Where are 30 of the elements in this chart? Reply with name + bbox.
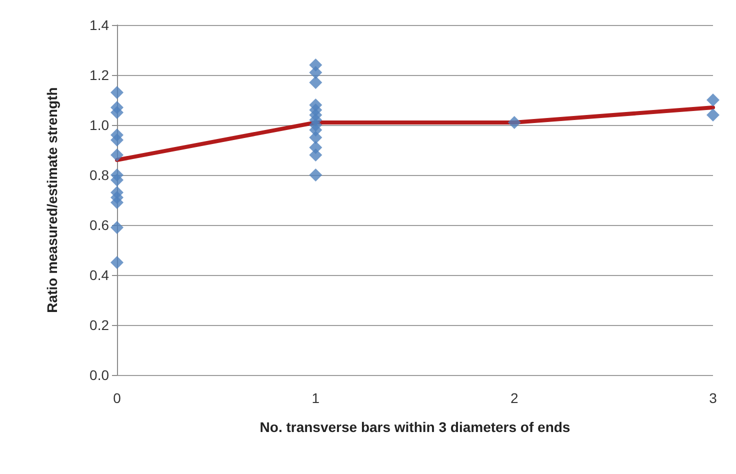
x-tick-label: 3: [709, 390, 718, 406]
x-tick-label: 1: [312, 390, 320, 406]
point: [110, 174, 124, 186]
point: [706, 94, 720, 106]
point: [309, 148, 322, 162]
point: [706, 108, 720, 122]
point: [309, 131, 322, 144]
point: [110, 196, 124, 209]
point: [110, 106, 124, 119]
y-tick-label: 0.8: [90, 167, 110, 183]
point: [309, 168, 322, 182]
point: [110, 134, 124, 146]
point: [309, 66, 322, 79]
point: [110, 148, 124, 162]
y-tick-label: 1.0: [90, 117, 110, 133]
x-tick-label: 2: [510, 390, 518, 406]
x-axis-title: No. transverse bars within 3 diameters of ends: [260, 419, 570, 435]
point: [508, 116, 521, 129]
y-tick-label: 1.2: [90, 67, 110, 83]
y-tick-label: 1.4: [90, 17, 110, 33]
point: [309, 76, 322, 89]
y-tick-label: 0.0: [90, 367, 110, 383]
point: [110, 221, 124, 234]
y-axis-title: Ratio measured/estimate strength: [44, 87, 60, 313]
x-tick-label: 0: [113, 390, 122, 406]
point: [110, 86, 124, 99]
y-tick-label: 0.6: [90, 217, 110, 233]
y-tick-label: 0.4: [90, 267, 110, 283]
point: [110, 256, 124, 269]
y-tick-label: 0.2: [90, 317, 110, 333]
